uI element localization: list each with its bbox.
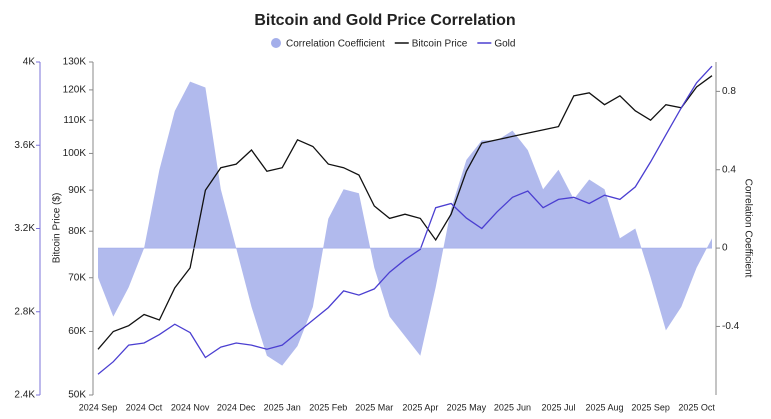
chart-title: Bitcoin and Gold Price Correlation [254, 12, 515, 29]
y-axis-title: Bitcoin Price ($) [52, 193, 63, 264]
legend-label: Bitcoin Price [412, 39, 468, 50]
x-tick-label: 2025 Mar [355, 402, 393, 412]
y-tick-label: 50K [68, 390, 86, 401]
x-tick-label: 2025 Jul [541, 402, 575, 412]
series-line [97, 65, 713, 375]
y-tick-label: 110K [63, 115, 86, 126]
y3-tick-label: 3.6K [14, 140, 35, 151]
legend-label: Gold [494, 39, 515, 50]
x-tick-label: 2024 Nov [171, 402, 210, 412]
y2-tick-label: 0 [722, 243, 728, 254]
y-tick-label: 100K [63, 148, 87, 159]
y2-tick-label: -0.4 [722, 321, 740, 332]
y-tick-label: 120K [63, 85, 87, 96]
x-tick-label: 2025 Apr [402, 402, 438, 412]
x-tick-label: 2025 May [447, 402, 487, 412]
y-tick-label: 60K [68, 326, 86, 337]
y-tick-label: 80K [68, 226, 86, 237]
x-tick-label: 2025 Oct [678, 402, 715, 412]
x-tick-label: 2025 Feb [309, 402, 347, 412]
x-tick-label: 2024 Dec [217, 402, 256, 412]
x-tick-label: 2024 Sep [79, 402, 118, 412]
legend-swatch [271, 38, 281, 48]
legend-label: Correlation Coefficient [286, 39, 385, 50]
x-tick-label: 2025 Sep [631, 402, 670, 412]
y3-tick-label: 4K [23, 57, 36, 68]
x-tick-label: 2025 Jun [494, 402, 531, 412]
y2-axis-title: Correlation Coefficient [742, 179, 753, 278]
x-tick-label: 2025 Aug [586, 402, 624, 412]
y-tick-label: 130K [63, 57, 87, 68]
y3-tick-label: 3.2K [14, 223, 35, 234]
y2-tick-label: 0.8 [722, 86, 736, 97]
y-tick-label: 70K [68, 272, 86, 283]
y2-tick-label: 0.4 [722, 164, 736, 175]
correlation-area [98, 81, 712, 366]
series-line [97, 75, 713, 350]
y-tick-label: 90K [68, 185, 86, 196]
y3-tick-label: 2.4K [14, 390, 35, 401]
y3-tick-label: 2.8K [14, 306, 35, 317]
x-tick-label: 2025 Jan [264, 402, 301, 412]
x-tick-label: 2024 Oct [126, 402, 163, 412]
